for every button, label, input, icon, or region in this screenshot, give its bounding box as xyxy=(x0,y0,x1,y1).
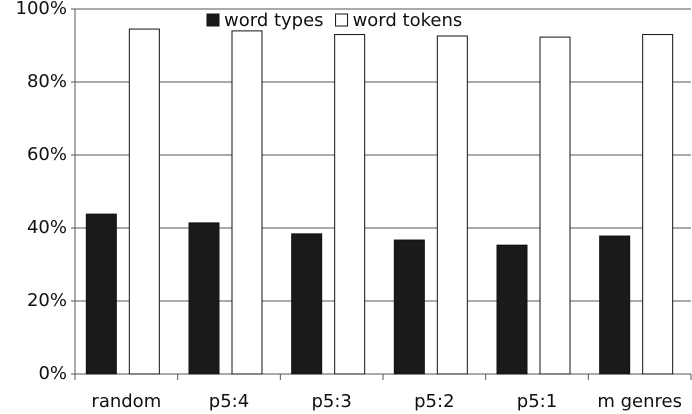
x-tick-label: p5:4 xyxy=(209,391,249,412)
legend-swatch xyxy=(335,13,349,27)
y-tick-label: 100% xyxy=(16,0,67,19)
y-tick-label: 60% xyxy=(27,144,67,165)
bar xyxy=(496,244,528,375)
bar xyxy=(642,34,674,375)
legend-swatch xyxy=(206,13,220,27)
x-tick-label: random xyxy=(91,391,161,412)
bar xyxy=(334,34,366,375)
legend-label: word types xyxy=(224,10,324,31)
bar xyxy=(231,30,263,375)
bar xyxy=(85,213,117,375)
y-tick-label: 40% xyxy=(27,217,67,238)
x-tick-label: p5:1 xyxy=(517,391,557,412)
bar xyxy=(188,222,220,375)
y-tick-label: 20% xyxy=(27,290,67,311)
x-tick-label: p5:3 xyxy=(311,391,351,412)
bar xyxy=(599,235,631,375)
bar xyxy=(539,36,571,375)
x-tick-label: p5:2 xyxy=(414,391,454,412)
legend-label: word tokens xyxy=(353,10,463,31)
x-tick-label: m genres xyxy=(597,391,682,412)
bar xyxy=(291,233,323,375)
bar xyxy=(128,28,160,375)
y-tick-label: 80% xyxy=(27,71,67,92)
y-tick-label: 0% xyxy=(38,363,67,384)
bar xyxy=(436,35,468,375)
bar xyxy=(393,239,425,375)
